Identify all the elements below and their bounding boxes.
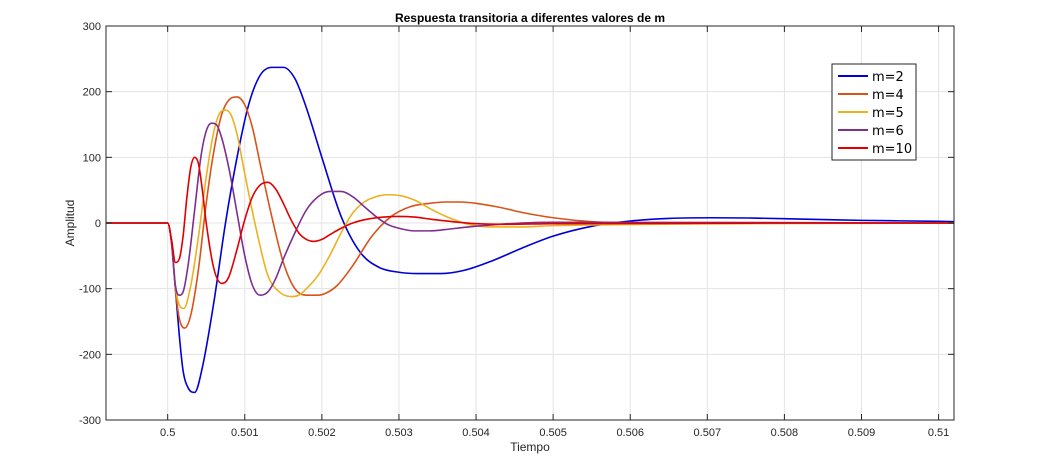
y-tick-label: -200 bbox=[79, 349, 101, 361]
chart-title: Respuesta transitoria a diferentes valor… bbox=[395, 11, 665, 25]
legend-label-m-2: m=2 bbox=[872, 70, 904, 85]
y-tick-label: 300 bbox=[83, 21, 101, 33]
series-line-m-5 bbox=[105, 109, 955, 310]
series-line-m-10 bbox=[105, 156, 955, 285]
y-tick-label: 0 bbox=[95, 218, 101, 230]
axis-ticks: 0.5 0.501 0.502 0.503 0.504 0.505 0.506 0.507 0.… bbox=[79, 21, 954, 439]
x-tick-label: 0.504 bbox=[462, 427, 490, 439]
y-axis-label: Amplitud bbox=[63, 200, 77, 247]
x-tick-label: 0.5 bbox=[160, 427, 175, 439]
x-axis-label: Tiempo bbox=[510, 440, 550, 454]
y-tick-label: 200 bbox=[83, 87, 101, 99]
legend-label-m-10: m=10 bbox=[872, 142, 912, 157]
series-line-m-2 bbox=[105, 66, 955, 394]
x-tick-label: 0.509 bbox=[848, 427, 876, 439]
series-line-m-4 bbox=[105, 96, 955, 329]
legend-label-m-5: m=5 bbox=[872, 106, 904, 121]
y-tick-label: -100 bbox=[79, 284, 101, 296]
y-tick-label: 100 bbox=[83, 152, 101, 164]
y-tick-label: -300 bbox=[79, 415, 101, 427]
series-lines bbox=[105, 66, 955, 394]
x-tick-label: 0.507 bbox=[694, 427, 722, 439]
x-tick-label: 0.501 bbox=[231, 427, 259, 439]
x-tick-label: 0.51 bbox=[928, 427, 949, 439]
legend-label-m-6: m=6 bbox=[872, 124, 904, 139]
legend: m=2 m=4 m=5 m=6 m=10 bbox=[831, 63, 917, 161]
x-tick-label: 0.505 bbox=[539, 427, 567, 439]
x-tick-label: 0.503 bbox=[385, 427, 413, 439]
x-tick-label: 0.502 bbox=[308, 427, 336, 439]
series-line-m-6 bbox=[105, 122, 955, 297]
legend-label-m-4: m=4 bbox=[872, 88, 904, 103]
x-tick-label: 0.506 bbox=[616, 427, 644, 439]
x-tick-label: 0.508 bbox=[771, 427, 799, 439]
